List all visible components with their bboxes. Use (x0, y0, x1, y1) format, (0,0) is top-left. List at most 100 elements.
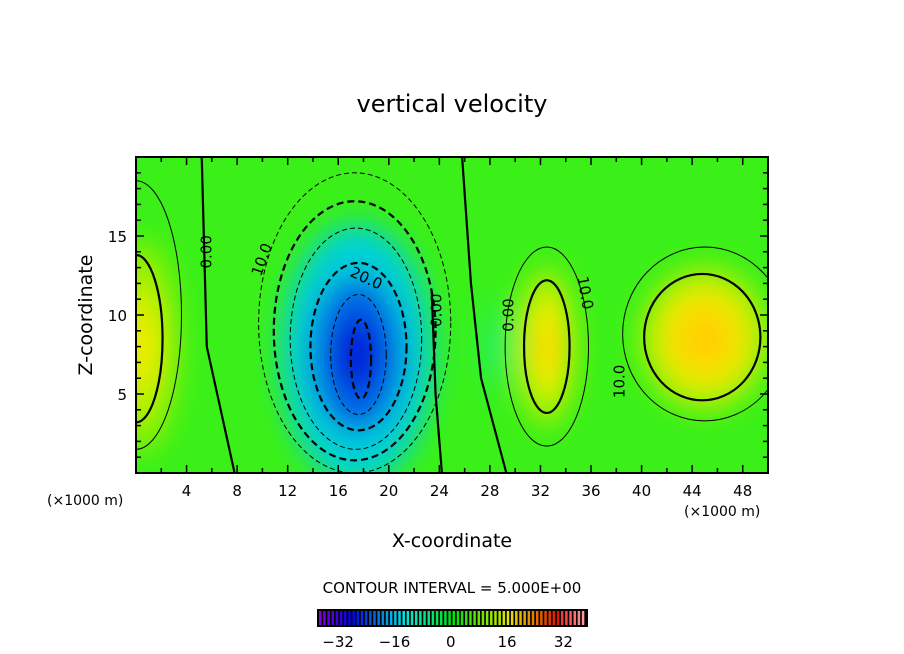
colorbar-swatch (531, 611, 535, 625)
x-tick-label: 20 (379, 482, 398, 500)
y-tick-label: 15 (108, 228, 127, 246)
x-unit-right: (×1000 m) (684, 504, 760, 520)
x-tick-label: 8 (232, 482, 242, 500)
contour-label: 0.00 (499, 298, 517, 331)
x-tick-label: 44 (683, 482, 702, 500)
x-tick-label: 28 (480, 482, 499, 500)
contour-interval: CONTOUR INTERVAL = 5.000E+00 (323, 579, 582, 597)
colorbar-swatch (469, 611, 472, 625)
y-tick-label: 5 (117, 386, 127, 404)
x-axis-label: X-coordinate (392, 530, 512, 552)
colorbar-swatch (506, 611, 510, 625)
colorbar-swatch (389, 611, 393, 625)
colorbar-swatch (465, 611, 468, 625)
colorbar-swatch (344, 611, 347, 625)
colorbar-swatch (560, 611, 564, 625)
colorbar-swatch (364, 611, 368, 625)
colorbar-swatch (427, 611, 430, 625)
colorbar-swatch (544, 611, 547, 625)
y-tick-label: 10 (108, 307, 127, 325)
colorbar-swatch (490, 611, 493, 625)
colorbar-swatch (510, 611, 514, 625)
x-tick-label: 40 (632, 482, 651, 500)
colorbar-swatch (319, 611, 322, 625)
field-blob (686, 317, 724, 360)
colorbar-swatch (360, 611, 364, 625)
contour-label: 0.00 (427, 294, 445, 327)
colorbar-swatch (414, 611, 418, 625)
colorbar-swatch (352, 611, 355, 625)
colorbar-swatch (448, 611, 451, 625)
colorbar-swatch (369, 611, 372, 625)
y-axis-label: Z-coordinate (75, 255, 97, 376)
colorbar-swatch (477, 611, 481, 625)
x-tick-label: 16 (329, 482, 348, 500)
colorbar-swatch (406, 611, 410, 625)
x-tick-label: 36 (581, 482, 600, 500)
zero-contour (200, 157, 508, 473)
colorbar-swatch (331, 611, 335, 625)
colorbar-swatch (498, 611, 501, 625)
colorbar-swatch (481, 611, 485, 625)
x-tick-label: 12 (278, 482, 297, 500)
colorbar-swatch (348, 611, 351, 625)
colorbar-swatch (452, 611, 456, 625)
contour-line (349, 318, 373, 400)
colorbar-swatch (385, 611, 389, 625)
colorbar-swatch (327, 611, 330, 625)
contour-line (309, 261, 408, 432)
colorbar-swatch (335, 611, 339, 625)
colorbar-swatch (339, 611, 343, 625)
colorbar-swatch (435, 611, 439, 625)
colorbar-swatch (323, 611, 326, 625)
field-blob (334, 315, 381, 394)
colorbar-swatch (373, 611, 376, 625)
contour-label: 10.0 (611, 365, 629, 398)
chart-title: vertical velocity (357, 90, 548, 118)
colorbar-swatch (431, 611, 435, 625)
contour-line (258, 172, 452, 473)
colorbar-tick-label: −16 (379, 633, 411, 651)
contour-label: 0.00 (197, 235, 215, 268)
colorbar-tick-label: −32 (322, 633, 354, 651)
colorbar-swatch (402, 611, 405, 625)
contour-label: 10.0 (573, 275, 597, 311)
contour-line (622, 246, 768, 422)
colorbar-swatch (569, 611, 572, 625)
contour-line (643, 272, 762, 402)
colorbar-swatch (394, 611, 397, 625)
colorbar-swatch (577, 611, 581, 625)
colorbar-swatch (423, 611, 426, 625)
colorbar-swatch (410, 611, 414, 625)
x-unit-left: (×1000 m) (47, 493, 123, 509)
contour-line (272, 200, 437, 462)
colorbar-swatch (540, 611, 543, 625)
contour-line (330, 293, 387, 416)
colorbar-swatch (519, 611, 522, 625)
colorbar-swatch (381, 611, 385, 625)
x-tick-label: 32 (531, 482, 550, 500)
colorbar-swatch (515, 611, 518, 625)
colorbar-swatch (523, 611, 526, 625)
colorbar-swatch (535, 611, 539, 625)
field-blob (491, 330, 502, 363)
colorbar-swatch (485, 611, 489, 625)
colorbar-swatch (494, 611, 497, 625)
colorbar-tick-label: 16 (498, 633, 517, 651)
colorbar-swatch (398, 611, 401, 625)
colorbar-swatch (581, 611, 585, 625)
colorbar-swatch (419, 611, 422, 625)
colorbar-swatch (456, 611, 460, 625)
colorbar-swatch (548, 611, 551, 625)
colorbar-swatch (439, 611, 443, 625)
x-tick-label: 4 (182, 482, 192, 500)
contour-line (522, 279, 571, 415)
x-tick-label: 24 (430, 482, 449, 500)
colorbar-swatch (444, 611, 447, 625)
colorbar-swatch (556, 611, 560, 625)
colorbar-tick-label: 32 (554, 633, 573, 651)
colorbar-swatch (356, 611, 360, 625)
